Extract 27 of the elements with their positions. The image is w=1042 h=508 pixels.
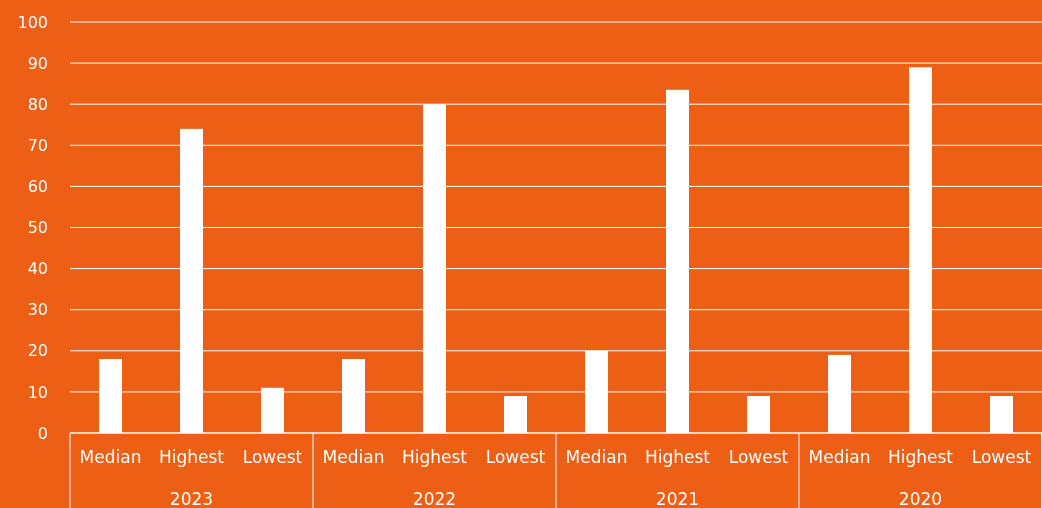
x-tick-label: Highest: [644, 447, 711, 467]
x-tick-label: Highest: [401, 447, 468, 467]
y-tick-label: 70: [27, 135, 48, 155]
x-tick-label: Highest: [887, 447, 954, 467]
y-tick-label: 0: [37, 423, 48, 443]
x-tick-label: Lowest: [728, 447, 789, 467]
x-tick-label: Median: [322, 447, 385, 467]
x-tick-label: Lowest: [485, 447, 546, 467]
x-tick-label: Highest: [158, 447, 225, 467]
y-tick-label: 100: [17, 12, 48, 32]
y-tick-label: 90: [27, 53, 48, 73]
text: 2020: [898, 489, 943, 508]
y-tick-label: 60: [27, 177, 48, 196]
text: 2022: [412, 489, 457, 508]
y-tick-label: 10: [27, 382, 48, 402]
y-tick-label: 50: [27, 218, 48, 238]
x-tick-label: Lowest: [242, 447, 303, 467]
y-tick-label: 40: [27, 259, 48, 279]
text: 2023: [169, 489, 214, 508]
y-tick-label: 20: [27, 341, 48, 361]
y-tick-label: 30: [27, 300, 48, 320]
x-tick-label: Median: [79, 447, 142, 467]
x-tick-label: Lowest: [971, 447, 1032, 467]
y-tick-label: 80: [27, 94, 48, 114]
x-tick-label: Median: [808, 447, 871, 467]
text: 2021: [655, 489, 700, 508]
x-tick-label: Median: [565, 447, 628, 467]
